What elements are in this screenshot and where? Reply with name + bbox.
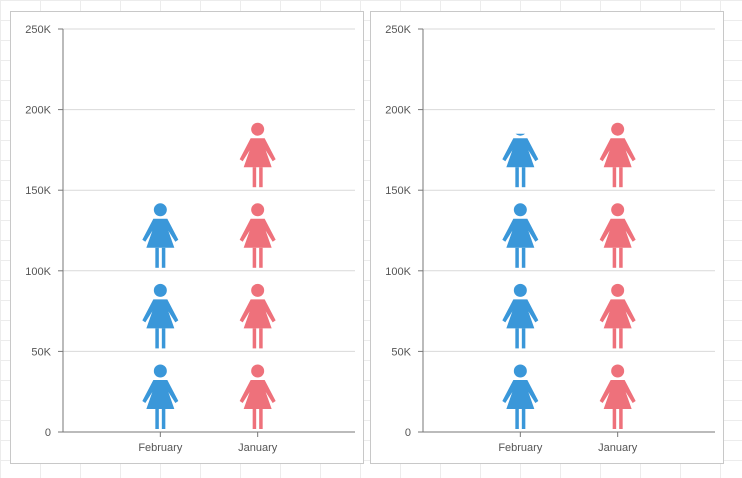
woman-icon: [599, 283, 636, 349]
woman-icon: [239, 122, 276, 188]
pictograph-unit: [599, 122, 636, 188]
woman-icon: [142, 203, 179, 268]
y-tick-label: 200K: [25, 105, 51, 117]
pictograph-unit: [599, 283, 636, 349]
pictograph-unit: [599, 203, 636, 268]
y-tick-label: 200K: [385, 105, 411, 117]
pictograph-unit: [239, 122, 276, 188]
y-tick-label: 0: [405, 427, 411, 439]
woman-icon: [239, 203, 276, 268]
y-tick-label: 100K: [25, 266, 51, 278]
pictograph-chart-left: 0 50K 100K 150K 200K 250K February January: [25, 24, 355, 454]
x-tick-label: January: [238, 442, 278, 454]
y-tick-label: 250K: [25, 24, 51, 36]
woman-icon: [239, 283, 276, 349]
woman-icon: [239, 364, 276, 429]
pictograph-unit: [502, 364, 539, 429]
pictograph-unit: [502, 283, 539, 349]
y-tick-label: 100K: [385, 266, 411, 278]
woman-icon: [142, 364, 179, 429]
pictograph-unit: [599, 364, 636, 429]
y-tick-label: 150K: [25, 185, 51, 197]
y-tick-label: 50K: [31, 346, 51, 358]
pictograph-unit: [239, 203, 276, 268]
woman-icon: [599, 122, 636, 188]
woman-icon: [599, 364, 636, 429]
y-tick-label: 0: [45, 427, 51, 439]
pictograph-unit: [142, 203, 179, 268]
pictograph-unit: [502, 203, 539, 268]
y-tick-label: 250K: [385, 24, 411, 36]
pictograph-unit: [142, 364, 179, 429]
pictograph-unit: [239, 364, 276, 429]
pictograph-unit: [239, 283, 276, 349]
x-tick-label: February: [138, 442, 183, 454]
woman-icon: [599, 203, 636, 268]
y-tick-label: 150K: [385, 185, 411, 197]
woman-icon: [502, 364, 539, 429]
chart-panel-left: 0 50K 100K 150K 200K 250K February January: [10, 11, 364, 464]
x-tick-label: February: [498, 442, 543, 454]
woman-icon: [502, 133, 539, 188]
pictograph-chart-right: 0 50K 100K 150K 200K 250K February January: [385, 24, 715, 454]
y-tick-label: 50K: [391, 346, 411, 358]
woman-icon: [502, 203, 539, 268]
chart-panel-right: 0 50K 100K 150K 200K 250K February January: [370, 11, 724, 464]
x-tick-label: January: [598, 442, 638, 454]
pictograph-unit: [502, 133, 539, 188]
woman-icon: [502, 283, 539, 349]
woman-icon: [142, 283, 179, 349]
pictograph-unit: [142, 283, 179, 349]
